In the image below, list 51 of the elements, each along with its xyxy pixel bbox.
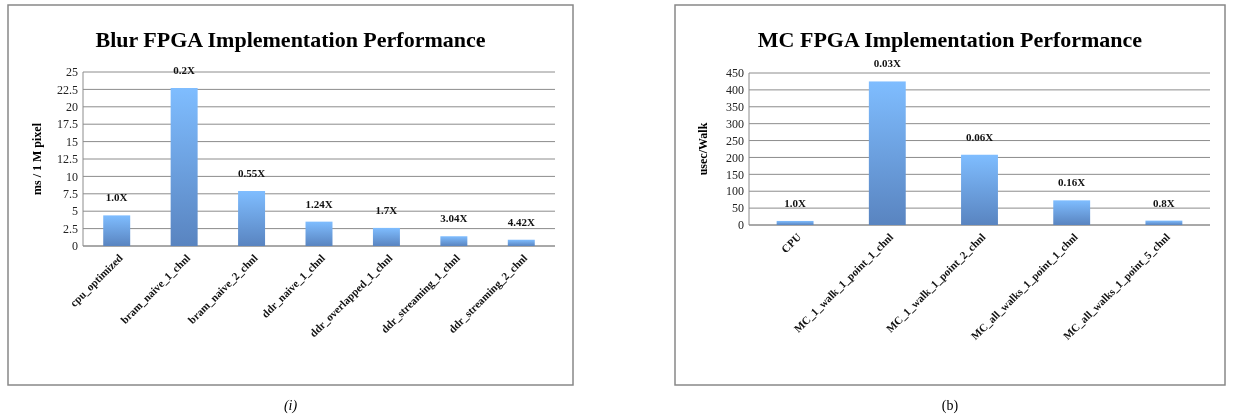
bar xyxy=(372,227,400,246)
y-tick-label: 0 xyxy=(72,239,78,254)
y-tick-label: 450 xyxy=(726,66,744,81)
bar xyxy=(305,221,333,246)
bar xyxy=(507,239,535,246)
text: (i) xyxy=(283,398,298,414)
y-axis-title: ms / 1 M pixel xyxy=(30,122,44,195)
y-tick-label: 2.5 xyxy=(63,221,78,236)
annotation: 0.55X xyxy=(237,167,266,180)
annotation: 0.03X xyxy=(873,57,901,70)
y-tick-label: 15 xyxy=(66,134,78,149)
bar xyxy=(1145,220,1183,225)
y-tick-label: 22.5 xyxy=(57,82,78,97)
bar xyxy=(440,236,468,246)
y-tick-label: 300 xyxy=(726,116,744,131)
y-tick-label: 150 xyxy=(726,167,744,182)
y-tick-label: 100 xyxy=(726,184,744,199)
annotation: 1.24X xyxy=(305,197,333,210)
y-tick-label: 20 xyxy=(66,100,78,114)
y-tick-label: 17.5 xyxy=(57,117,78,132)
annotation: 0.8X xyxy=(1153,196,1175,209)
y-tick-label: 12.5 xyxy=(57,152,78,167)
y-axis-title: usec/Walk xyxy=(696,122,710,176)
y-tick-label: 25 xyxy=(66,65,78,80)
annotation: 0.06X xyxy=(965,130,994,143)
y-tick-label: 50 xyxy=(732,201,744,216)
chart-title: Blur FPGA Implementation Performance xyxy=(95,27,486,52)
chart-title: MC FPGA Implementation Performance xyxy=(757,27,1143,52)
annotation: 1.7X xyxy=(375,203,398,216)
y-tick-label: 400 xyxy=(726,83,744,98)
bar xyxy=(103,215,131,246)
bar xyxy=(238,191,266,246)
annotation: 0.16X xyxy=(1058,176,1086,189)
annotation: 3.04X xyxy=(440,212,468,225)
y-tick-label: 5 xyxy=(72,204,78,219)
annotation: 0.2X xyxy=(173,64,196,77)
annotation: 1.0X xyxy=(784,196,806,209)
y-tick-label: 350 xyxy=(726,99,744,114)
y-tick-label: 10 xyxy=(66,169,78,184)
annotation: 4.42X xyxy=(507,215,535,228)
y-tick-label: 7.5 xyxy=(63,187,78,201)
y-tick-label: 250 xyxy=(726,133,744,148)
y-tick-label: 200 xyxy=(726,150,744,165)
bar xyxy=(1053,200,1091,225)
annotation: 1.0X xyxy=(105,191,128,204)
bar xyxy=(170,88,198,246)
bar xyxy=(776,220,814,225)
y-tick-label: 0 xyxy=(738,218,744,233)
bar xyxy=(868,81,906,225)
text: (b) xyxy=(941,398,959,414)
bar xyxy=(961,154,998,225)
